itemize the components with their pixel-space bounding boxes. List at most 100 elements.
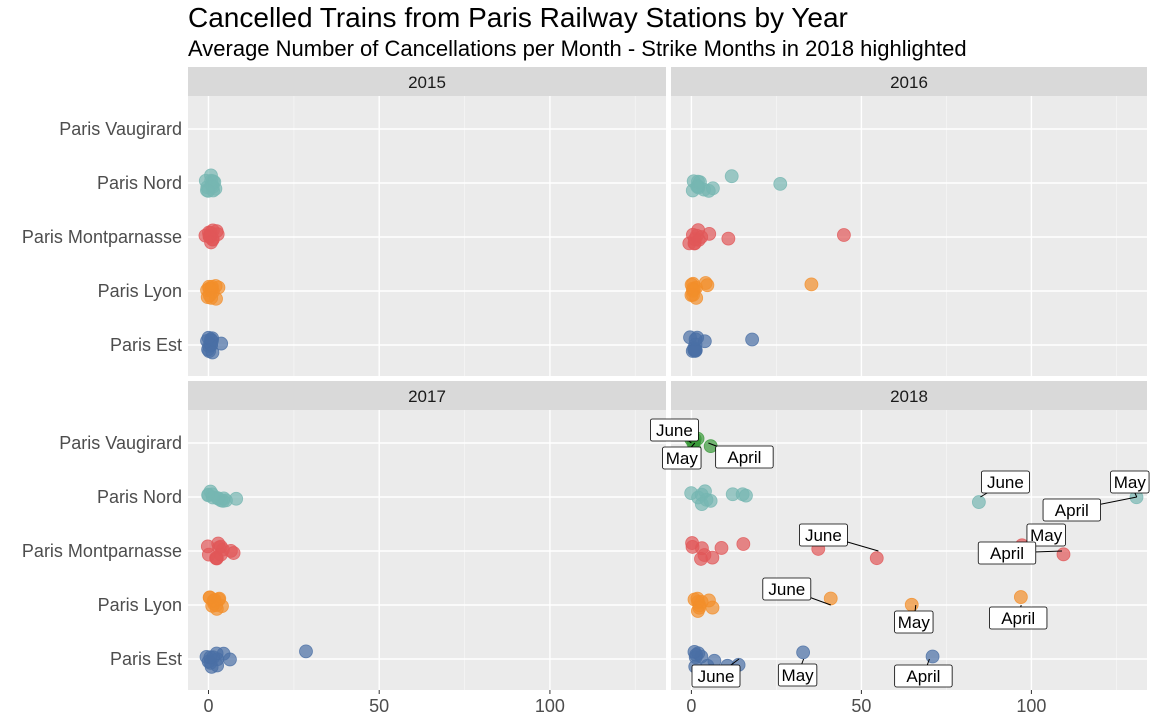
annotation-label-paris-nord-april: April bbox=[1055, 501, 1089, 520]
annotation-label-box bbox=[981, 470, 1030, 494]
data-point-paris-nord bbox=[739, 488, 753, 503]
x-tick-label: 50 bbox=[851, 696, 871, 716]
data-point-paris-lyon bbox=[205, 279, 219, 294]
y-tick-label-paris-montparnasse: Paris Montparnasse bbox=[22, 227, 182, 247]
annotation-label-paris-est-june: June bbox=[698, 667, 735, 686]
annotation-label-paris-montparnasse-june: June bbox=[805, 526, 842, 545]
data-point-paris-lyon bbox=[689, 290, 704, 305]
annotation-label-box bbox=[894, 610, 934, 634]
facet-panel-2017: 2017 Paris Est Paris Lyon Paris Montparnass… bbox=[22, 381, 666, 716]
y-tick-label-paris-lyon: Paris Lyon bbox=[98, 595, 182, 615]
data-point-paris-montparnasse bbox=[209, 551, 224, 566]
data-point-paris-est bbox=[203, 650, 218, 665]
data-point-paris-est bbox=[299, 644, 313, 659]
x-tick-label: 0 bbox=[686, 696, 696, 716]
data-point-paris-nord bbox=[724, 169, 739, 184]
annotation-label-box bbox=[777, 663, 818, 687]
data-point-paris-est bbox=[201, 330, 216, 345]
data-point-paris-nord bbox=[703, 493, 718, 508]
panel-background bbox=[188, 96, 666, 376]
data-point-paris-nord bbox=[706, 181, 720, 196]
x-tick-label: 100 bbox=[535, 696, 565, 716]
data-point-paris-montparnasse bbox=[200, 539, 215, 554]
x-tick-label: 0 bbox=[203, 696, 213, 716]
data-point-paris-nord bbox=[205, 490, 220, 505]
annotation-label-paris-lyon-june: June bbox=[768, 580, 805, 599]
annotation-label-box bbox=[799, 523, 848, 547]
data-point-paris-montparnasse bbox=[736, 537, 751, 551]
facet-strip-label-2018: 2018 bbox=[890, 387, 928, 406]
data-point-paris-nord bbox=[201, 183, 216, 198]
annotation-label-box bbox=[977, 541, 1037, 565]
facet-strip-2015 bbox=[188, 67, 666, 96]
data-point-paris-lyon bbox=[698, 276, 713, 290]
y-tick-label-paris-nord: Paris Nord bbox=[97, 173, 182, 193]
annotation-label-box bbox=[1026, 523, 1066, 547]
data-point-paris-lyon bbox=[804, 277, 819, 292]
chart-title: Cancelled Trains from Paris Railway Stat… bbox=[188, 2, 848, 33]
facet-panel-2015: 2015 Paris Est Paris Lyon Paris Montparnass… bbox=[22, 67, 666, 376]
data-point-paris-montparnasse bbox=[721, 231, 736, 246]
facet-strip-2018 bbox=[671, 381, 1147, 410]
data-point-paris-est bbox=[688, 332, 703, 347]
data-point-paris-nord bbox=[773, 176, 788, 191]
annotation-label-box bbox=[1042, 498, 1101, 522]
data-point-paris-montparnasse bbox=[714, 541, 729, 555]
y-tick-label-paris-est: Paris Est bbox=[110, 649, 182, 669]
facet-panel-2016: 2016 bbox=[671, 67, 1147, 376]
data-point-paris-nord bbox=[690, 179, 705, 194]
data-point-paris-lyon bbox=[690, 604, 705, 618]
annotation-label-paris-est-april: April bbox=[906, 667, 940, 686]
annotation-label-paris-lyon-april: April bbox=[1001, 609, 1035, 628]
chart-subtitle: Average Number of Cancellations per Mont… bbox=[188, 36, 967, 61]
data-point-paris-est bbox=[205, 345, 220, 360]
data-point-paris-montparnasse bbox=[209, 224, 224, 239]
y-tick-label-paris-lyon: Paris Lyon bbox=[98, 281, 182, 301]
data-point-paris-nord bbox=[971, 495, 986, 509]
x-tick-label: 100 bbox=[1016, 696, 1046, 716]
facet-strip-label-2016: 2016 bbox=[890, 73, 928, 92]
annotation-label-box bbox=[691, 664, 741, 688]
annotation-label-paris-nord-may: May bbox=[1114, 473, 1147, 492]
data-point-paris-lyon bbox=[1013, 590, 1028, 604]
annotation-label-paris-nord-june: June bbox=[987, 473, 1024, 492]
panel-background bbox=[188, 410, 666, 690]
annotation-label-paris-est-may: May bbox=[782, 666, 815, 685]
annotation-label-paris-vaugirard-may: May bbox=[666, 449, 699, 468]
annotation-label-box bbox=[894, 664, 953, 688]
data-point-paris-est bbox=[925, 649, 940, 664]
facet-strip-label-2017: 2017 bbox=[408, 387, 446, 406]
annotation-label-paris-lyon-may: May bbox=[898, 613, 931, 632]
facet-strip-label-2015: 2015 bbox=[408, 73, 446, 92]
annotation-label-box bbox=[1110, 470, 1150, 494]
x-tick-label: 50 bbox=[369, 696, 389, 716]
y-tick-label-paris-est: Paris Est bbox=[110, 335, 182, 355]
y-tick-label-paris-nord: Paris Nord bbox=[97, 487, 182, 507]
y-tick-label-paris-vaugirard: Paris Vaugirard bbox=[59, 119, 182, 139]
annotation-label-paris-montparnasse-may: May bbox=[1030, 526, 1063, 545]
y-tick-label-paris-montparnasse: Paris Montparnasse bbox=[22, 541, 182, 561]
annotation-label-paris-vaugirard-june: June bbox=[656, 421, 693, 440]
annotation-label-box bbox=[715, 445, 774, 469]
data-point-paris-montparnasse bbox=[869, 551, 884, 566]
data-point-paris-est bbox=[796, 645, 811, 660]
strike-month-annotations: June May April June May April June May April June… bbox=[650, 418, 1150, 688]
y-tick-label-paris-vaugirard: Paris Vaugirard bbox=[59, 433, 182, 453]
data-point-paris-montparnasse bbox=[691, 232, 706, 247]
data-point-paris-est bbox=[745, 332, 760, 347]
facet-strip-2016 bbox=[671, 67, 1147, 96]
data-point-paris-nord bbox=[229, 491, 244, 506]
annotation-label-paris-vaugirard-april: April bbox=[727, 448, 761, 467]
data-point-paris-est bbox=[223, 652, 237, 667]
data-point-paris-lyon bbox=[904, 597, 919, 612]
annotation-label-box bbox=[662, 446, 702, 470]
data-point-paris-montparnasse bbox=[705, 550, 720, 565]
data-point-paris-montparnasse bbox=[695, 541, 709, 556]
data-point-paris-montparnasse bbox=[1056, 547, 1071, 562]
annotation-label-box bbox=[989, 606, 1048, 630]
data-point-paris-lyon bbox=[202, 590, 217, 605]
annotation-label-box bbox=[762, 577, 812, 601]
data-point-paris-montparnasse bbox=[837, 228, 851, 242]
annotation-label-paris-montparnasse-april: April bbox=[990, 544, 1024, 563]
